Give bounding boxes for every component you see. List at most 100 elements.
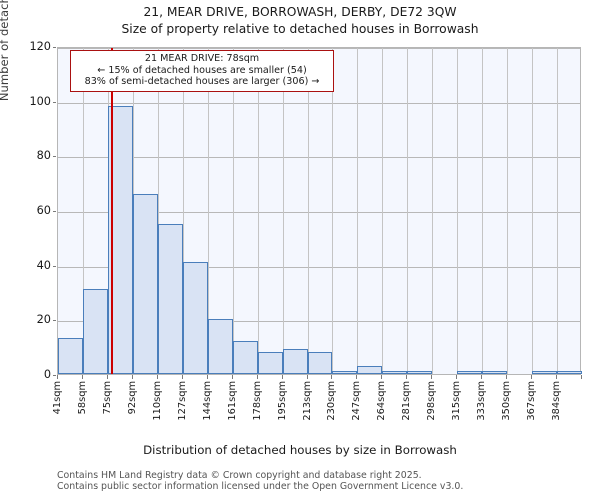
gridline-vertical	[382, 48, 384, 374]
y-tick-mark	[53, 156, 56, 158]
histogram-bar	[132, 193, 158, 374]
y-tick-mark	[53, 101, 56, 103]
x-tick-label: 144sqm	[201, 381, 213, 421]
x-tick-label: 110sqm	[151, 381, 163, 421]
x-tick-mark	[506, 375, 508, 379]
x-tick-mark	[456, 375, 458, 379]
gridline-horizontal	[58, 157, 580, 159]
gridline-vertical	[182, 48, 184, 374]
footer-attribution: Contains HM Land Registry data © Crown c…	[57, 470, 597, 493]
gridline-vertical	[532, 48, 534, 374]
x-tick-mark	[331, 375, 333, 379]
histogram-bar	[282, 349, 308, 374]
histogram-bar	[332, 371, 358, 374]
y-tick-mark	[53, 211, 56, 212]
property-marker-line	[110, 48, 113, 374]
y-tick-label: 0	[43, 368, 51, 381]
x-tick-mark	[81, 375, 83, 379]
annotation-line-1: 21 MEAR DRIVE: 78sqm	[144, 53, 260, 64]
histogram-bar	[157, 223, 183, 374]
x-tick-label: 195sqm	[276, 381, 288, 421]
gridline-horizontal	[58, 102, 580, 104]
histogram-bar	[482, 371, 508, 374]
gridline-vertical	[507, 48, 509, 374]
x-tick-label: 247sqm	[351, 381, 363, 421]
plot-area	[57, 47, 582, 375]
gridline-horizontal	[58, 48, 580, 49]
x-tick-mark	[256, 375, 258, 379]
y-tick-label: 20	[36, 313, 51, 327]
gridline-horizontal	[58, 321, 580, 323]
x-tick-label: 333sqm	[476, 381, 488, 421]
annotation-line-3: 83% of semi-detached houses are larger (…	[84, 76, 320, 88]
annotation-line-2: ← 15% of detached houses are smaller (54…	[97, 64, 307, 76]
x-tick-label: 213sqm	[301, 381, 313, 421]
histogram-bars	[58, 48, 582, 374]
chart-subtitle-line-2: Size of property relative to detached ho…	[121, 22, 479, 36]
x-tick-label: 367sqm	[526, 381, 538, 421]
histogram-bar	[232, 341, 258, 374]
x-tick-mark	[231, 375, 233, 379]
histogram-bar	[307, 352, 333, 374]
gridline-vertical	[157, 48, 159, 374]
y-tick-mark	[53, 265, 56, 267]
x-tick-mark	[356, 375, 358, 379]
histogram-bar	[407, 371, 433, 374]
y-tick-label: 40	[36, 258, 51, 272]
x-tick-label: 92sqm	[126, 381, 138, 415]
x-tick-mark	[306, 375, 308, 379]
chart-title-block: 21, MEAR DRIVE, BORROWASH, DERBY, DE72 3…	[0, 4, 600, 38]
y-tick-label: 100	[29, 94, 51, 108]
y-axis-label: Number of detached properties	[0, 0, 11, 102]
footer-line-1: Contains HM Land Registry data © Crown c…	[57, 470, 422, 481]
y-tick-label: 60	[36, 204, 51, 217]
gridline-vertical	[82, 48, 84, 374]
x-tick-label: 41sqm	[52, 381, 63, 415]
x-tick-mark	[281, 375, 283, 379]
x-tick-mark	[481, 375, 483, 379]
gridline-vertical	[432, 48, 434, 374]
gridline-vertical	[232, 48, 234, 374]
histogram-bar	[182, 261, 208, 374]
gridline-vertical	[357, 48, 359, 374]
histogram-bar	[532, 371, 558, 374]
x-tick-mark	[431, 375, 433, 379]
footer-line-2: Contains public sector information licen…	[57, 481, 464, 493]
x-tick-label: 264sqm	[376, 381, 388, 421]
x-tick-mark	[581, 375, 582, 379]
histogram-bar	[82, 289, 108, 374]
gridline-vertical	[282, 48, 284, 374]
x-tick-label: 281sqm	[401, 381, 413, 421]
x-tick-mark	[181, 375, 183, 379]
y-tick-mark	[53, 375, 56, 376]
chart-title-line-1: 21, MEAR DRIVE, BORROWASH, DERBY, DE72 3…	[143, 5, 457, 19]
histogram-bar	[382, 371, 408, 374]
x-tick-label: 178sqm	[251, 381, 263, 421]
x-tick-label: 384sqm	[551, 381, 563, 421]
x-tick-label: 298sqm	[426, 381, 438, 421]
gridline-vertical	[332, 48, 334, 374]
x-tick-mark	[156, 375, 158, 379]
x-tick-mark	[531, 375, 533, 379]
histogram-bar	[58, 338, 83, 374]
x-axis-label: Distribution of detached houses by size …	[143, 443, 457, 457]
gridline-horizontal	[58, 212, 580, 213]
y-tick-label: 120	[29, 40, 51, 53]
property-annotation-box: 21 MEAR DRIVE: 78sqm ← 15% of detached h…	[70, 50, 334, 93]
y-tick-mark	[53, 320, 56, 322]
histogram-bar	[457, 371, 483, 374]
y-tick-label: 80	[36, 149, 51, 163]
x-tick-label: 58sqm	[76, 381, 88, 415]
gridline-vertical	[482, 48, 484, 374]
histogram-bar	[557, 371, 582, 374]
x-tick-label: 75sqm	[101, 381, 113, 415]
x-tick-mark	[57, 375, 58, 379]
gridline-vertical	[307, 48, 309, 374]
x-tick-label: 230sqm	[326, 381, 338, 421]
gridline-vertical	[457, 48, 459, 374]
y-tick-mark	[53, 47, 56, 48]
x-tick-mark	[106, 375, 108, 379]
gridline-vertical	[207, 48, 209, 374]
x-tick-mark	[406, 375, 408, 379]
gridline-vertical	[407, 48, 409, 374]
